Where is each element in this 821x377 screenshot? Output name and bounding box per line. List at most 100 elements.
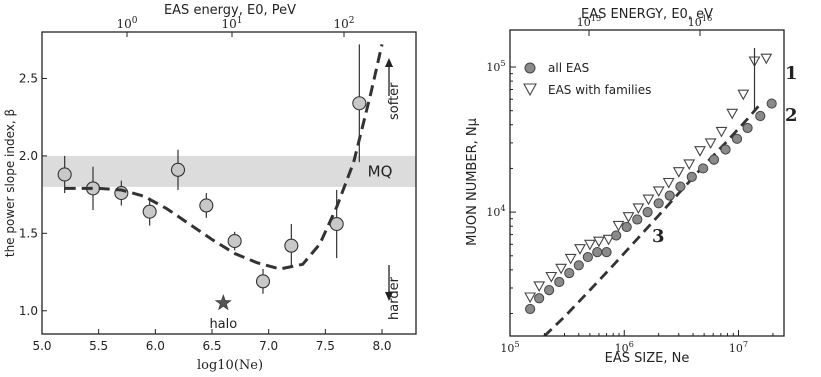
x-tick-label: 105: [500, 339, 519, 355]
circle-point: [720, 144, 731, 155]
triangle-point: [662, 177, 675, 189]
data-point: [284, 238, 299, 253]
circle-point: [766, 98, 777, 109]
triangle-point: [533, 281, 546, 293]
data-point: [352, 96, 367, 111]
x-tick-label: 5.0: [32, 339, 51, 353]
harder-annotation: harder: [385, 265, 402, 320]
right-top-ticks: 1015 1016: [577, 13, 713, 36]
y-tick-label: 1.5: [19, 226, 38, 240]
triangle-point: [672, 167, 685, 178]
circle-point: [632, 214, 643, 225]
circle-point: [742, 122, 753, 134]
circle-point: [731, 133, 743, 144]
triangle-point: [602, 234, 615, 246]
top-tick-label: 101: [221, 16, 242, 31]
legend-all-eas: all EAS: [548, 61, 589, 75]
curve-label-2: 2: [785, 105, 798, 126]
triangle-point: [652, 186, 665, 198]
x-tick-label: 107: [729, 339, 748, 355]
y-tick-label: 2.0: [19, 149, 38, 163]
right-y-ticks: 104 105: [486, 58, 516, 315]
right-top-axis-label: EAS ENERGY, E0, eV: [581, 7, 713, 22]
circle-point: [686, 171, 697, 182]
y-tick-label: 104: [486, 203, 505, 219]
top-tick-label: 1015: [577, 13, 602, 29]
top-tick-label: 100: [116, 16, 137, 31]
x-tick-label: 7.5: [316, 339, 335, 353]
circle-point: [708, 154, 720, 165]
triangle-point: [583, 239, 596, 251]
right-chart: 1 2 3 all EAS EAS with families 105 106 10…: [465, 7, 798, 366]
circle-point: [611, 230, 622, 241]
circle-point: [564, 267, 575, 279]
triangle-point: [715, 126, 728, 138]
triangle-point: [592, 236, 605, 248]
halo-star: [214, 294, 232, 311]
circle-point: [675, 181, 686, 192]
mq-band-label: MQ: [368, 162, 393, 180]
circle-point: [534, 293, 545, 304]
left-top-axis-label: EAS energy, E0, PeV: [164, 3, 296, 18]
triangle-point: [642, 194, 655, 206]
triangle-point: [574, 244, 586, 255]
left-x-ticks: 5.0 5.5 6.0 6.5 7.0 7.5 8.0: [32, 329, 392, 353]
right-x-ticks: 105 106 107: [500, 330, 774, 355]
top-tick-label: 1016: [688, 13, 713, 29]
right-x-axis-label: EAS SIZE, Ne: [605, 351, 690, 366]
harder-label: harder: [387, 276, 402, 320]
top-tick-label: 102: [333, 16, 354, 31]
right-legend: all EAS EAS with families: [523, 61, 651, 97]
left-x-axis-label: log10(Ne): [197, 358, 263, 373]
left-y-ticks: 1.0 1.5 2.0 2.5: [19, 71, 47, 318]
circle-point: [592, 247, 603, 258]
circle-point: [544, 285, 555, 296]
triangle-point: [524, 292, 537, 304]
circle-point: [554, 276, 565, 288]
right-data-points: [524, 53, 777, 315]
triangle-point: [694, 146, 706, 157]
x-tick-label: 5.5: [89, 339, 108, 353]
data-point: [255, 274, 271, 289]
data-point: [57, 167, 72, 182]
left-top-ticks: 100 101 102: [116, 16, 355, 37]
triangle-point: [564, 253, 577, 265]
triangle-point: [555, 263, 568, 275]
circle-point: [653, 198, 664, 209]
x-tick-label: 8.0: [372, 339, 391, 353]
halo-label: halo: [209, 317, 237, 332]
y-tick-label: 2.5: [19, 71, 38, 85]
circle-point: [698, 163, 709, 174]
data-point: [170, 162, 186, 177]
triangle-point: [622, 212, 635, 223]
left-y-axis-label: the power slope index, β: [3, 109, 17, 257]
curve-label-3: 3: [652, 226, 665, 247]
right-fit-curve: [543, 104, 760, 336]
x-tick-label: 6.5: [202, 339, 221, 353]
data-point: [199, 198, 214, 213]
circle-point: [755, 110, 766, 122]
data-point: [142, 204, 157, 219]
x-tick-label: 106: [615, 339, 634, 355]
left-plot-frame: [41, 31, 417, 335]
triangle-point: [683, 159, 696, 171]
x-tick-label: 6.0: [146, 339, 165, 353]
left-fit-curve: [64, 44, 384, 271]
y-tick-label: 1.0: [19, 304, 38, 318]
triangle-point: [545, 271, 558, 283]
x-tick-label: 7.0: [259, 339, 278, 353]
triangle-point: [612, 220, 625, 232]
softer-annotation: softer: [385, 58, 402, 120]
circle-point: [582, 251, 593, 263]
triangle-point: [760, 53, 773, 65]
triangle-point: [632, 203, 645, 215]
left-chart: MQ halo softer harder 5.0 5.5 6.0 6.5 7.0 7.5…: [3, 3, 417, 373]
circle-point: [525, 303, 536, 315]
legend-eas-families: EAS with families: [548, 83, 651, 97]
legend-circle-marker: [524, 62, 536, 74]
y-tick-label: 105: [486, 58, 505, 74]
circle-point: [664, 190, 675, 201]
right-y-axis-label: MUON NUMBER, Nμ: [465, 118, 480, 246]
triangle-point: [726, 108, 739, 120]
